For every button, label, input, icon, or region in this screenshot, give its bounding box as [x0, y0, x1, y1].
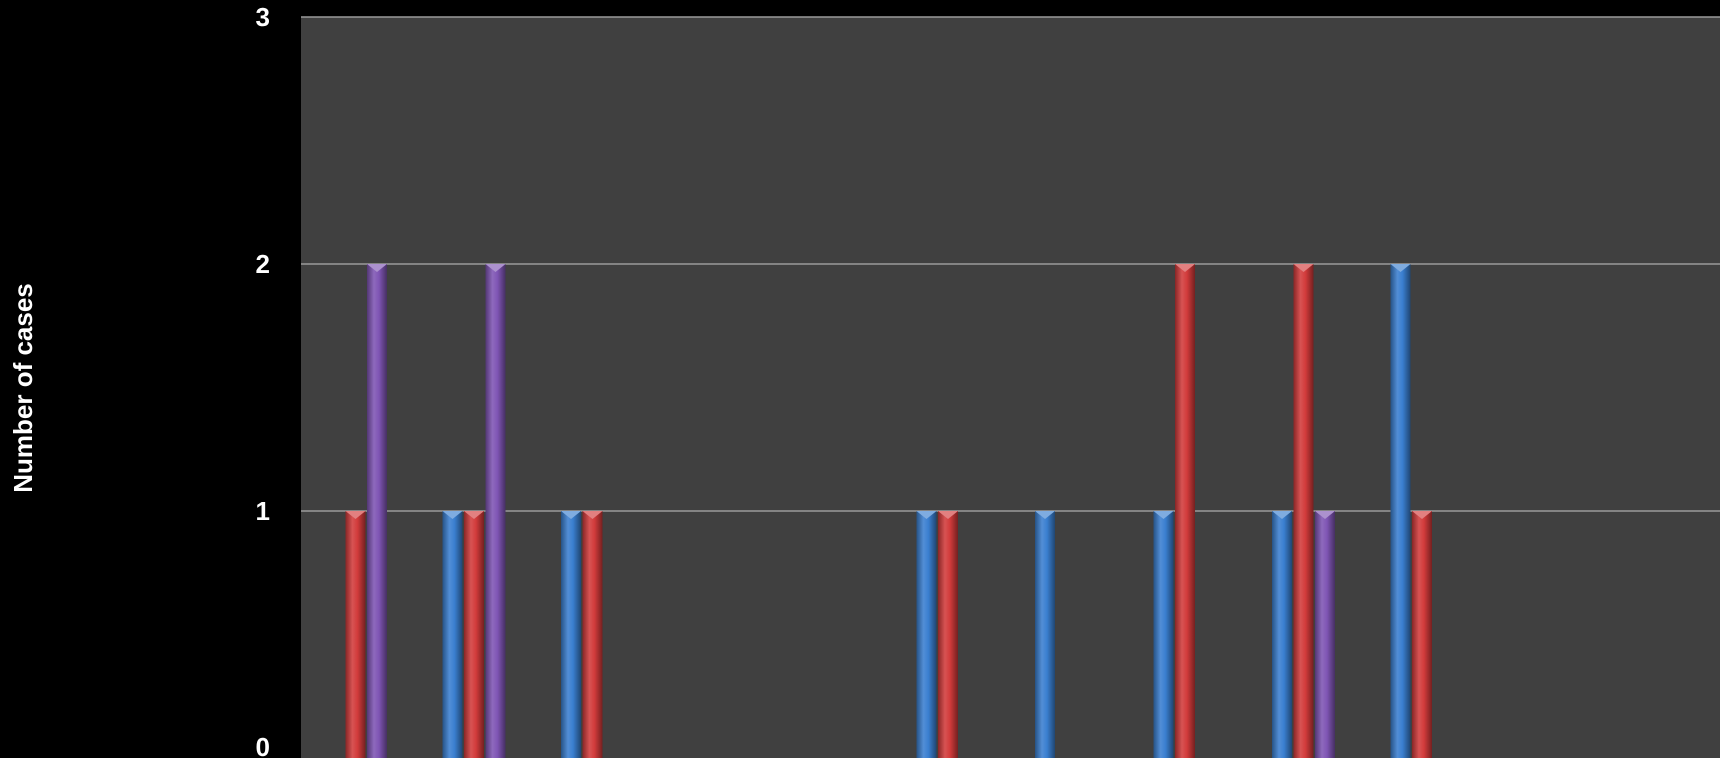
bar-cap	[442, 511, 463, 519]
bar-body	[1315, 511, 1335, 758]
bar-cap	[1293, 264, 1314, 272]
bar-cap	[561, 511, 581, 519]
y-tick-label-2: 2	[256, 249, 270, 279]
bar-body	[464, 511, 484, 758]
bar-body	[442, 511, 463, 758]
bar-cap	[1035, 511, 1055, 519]
bar-body	[1035, 511, 1055, 758]
y-axis-label: Number of cases	[8, 283, 38, 493]
bar-cap	[582, 511, 603, 519]
y-tick-label-0: 0	[256, 732, 270, 758]
gridlines	[301, 16, 1720, 512]
bar-body	[582, 511, 603, 758]
bar-cap	[464, 511, 484, 519]
bar-body	[561, 511, 581, 758]
bar-cap	[1412, 511, 1432, 519]
bar-cap	[938, 511, 958, 519]
bar-s1-c9	[1412, 511, 1432, 758]
bar-cap	[367, 264, 387, 272]
y-tick-label-1: 1	[256, 496, 270, 526]
bars	[345, 264, 1432, 758]
bar-body	[938, 511, 958, 758]
bar-s2-c8	[1315, 511, 1335, 758]
bar-s0-c1	[442, 511, 463, 758]
bar-s1-c1	[464, 511, 484, 758]
bar-cap	[1272, 511, 1292, 519]
bar-body	[1272, 511, 1292, 758]
bar-body	[345, 511, 366, 758]
bar-cap	[1390, 264, 1411, 272]
y-axis-ticks: 0 1 2 3	[256, 2, 270, 758]
bar-body	[1412, 511, 1432, 758]
bar-s2-c0	[367, 264, 387, 758]
bar-s0-c2	[561, 511, 581, 758]
bar-s2-c1	[485, 264, 506, 758]
bar-s1-c5	[938, 511, 958, 758]
bar-cap	[916, 511, 937, 519]
bar-s0-c7	[1153, 511, 1174, 758]
bar-body	[916, 511, 937, 758]
bar-s1-c7	[1175, 264, 1195, 758]
bar-body	[367, 264, 387, 758]
y-tick-label-3: 3	[256, 2, 270, 32]
bar-s0-c6	[1035, 511, 1055, 758]
bar-body	[1390, 264, 1411, 758]
bar-s1-c2	[582, 511, 603, 758]
bar-body	[1293, 264, 1314, 758]
bar-s0-c8	[1272, 511, 1292, 758]
bar-s0-c9	[1390, 264, 1411, 758]
bar-cap	[1315, 511, 1335, 519]
bar-cap	[345, 511, 366, 519]
bar-s0-c5	[916, 511, 937, 758]
bar-s1-c8	[1293, 264, 1314, 758]
bar-body	[485, 264, 506, 758]
bar-cap	[1175, 264, 1195, 272]
bar-body	[1175, 264, 1195, 758]
bar-cap	[1153, 511, 1174, 519]
bar-body	[1153, 511, 1174, 758]
bar-s1-c0	[345, 511, 366, 758]
plot-area	[301, 17, 1720, 758]
bar-cap	[485, 264, 506, 272]
